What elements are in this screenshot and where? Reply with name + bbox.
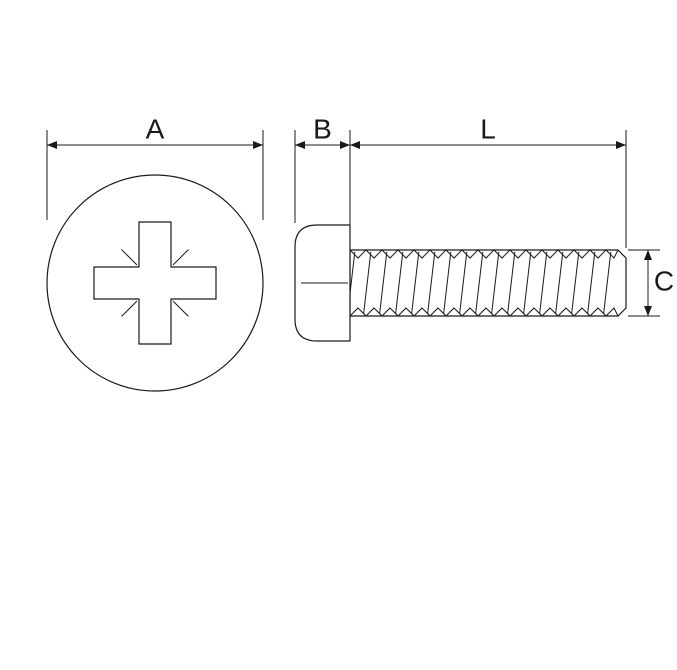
screw-diagram: A B L C [0,0,677,670]
dim-label-b: B [313,113,332,144]
screw-side-view [295,225,626,341]
dim-label-c: C [654,265,674,296]
head-top-view [47,175,263,391]
dim-label-l: L [480,113,496,144]
dim-label-a: A [146,113,165,144]
